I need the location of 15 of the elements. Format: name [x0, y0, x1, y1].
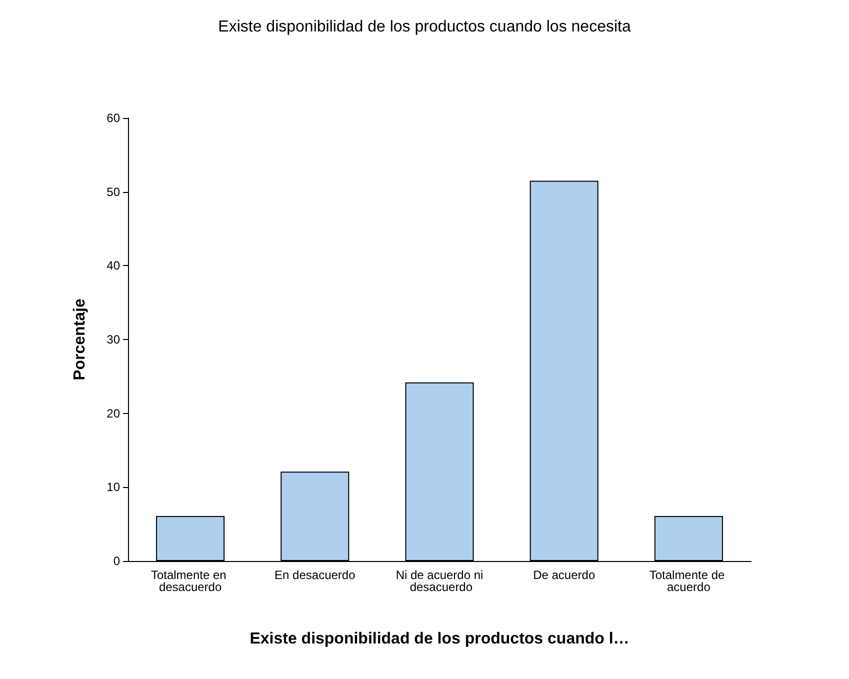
x-tick-label: En desacuerdo [274, 568, 356, 582]
x-tick-label: De acuerdo [533, 568, 596, 582]
chart-title: Existe disponibilidad de los productos cuando los necesita [218, 18, 631, 36]
y-tick-label: 10 [106, 480, 120, 494]
x-axis-title: Existe disponibilidad de los productos cuando l… [250, 630, 630, 648]
y-tick-label: 50 [106, 184, 120, 199]
y-axis-title: Porcentaje [72, 298, 88, 380]
x-tick-label: Totalmente en desacuerdo [150, 568, 230, 594]
y-tick-label: 20 [106, 406, 120, 420]
y-tick-label: 60 [106, 111, 120, 125]
x-tick-label: Ni de acuerdo ni desacuerdo [396, 568, 484, 594]
y-tick-label: 30 [106, 332, 120, 346]
y-tick-label: 0 [113, 554, 120, 568]
x-tick-label: Totalmente de acuerdo [649, 568, 728, 594]
y-tick-label: 40 [106, 258, 120, 273]
